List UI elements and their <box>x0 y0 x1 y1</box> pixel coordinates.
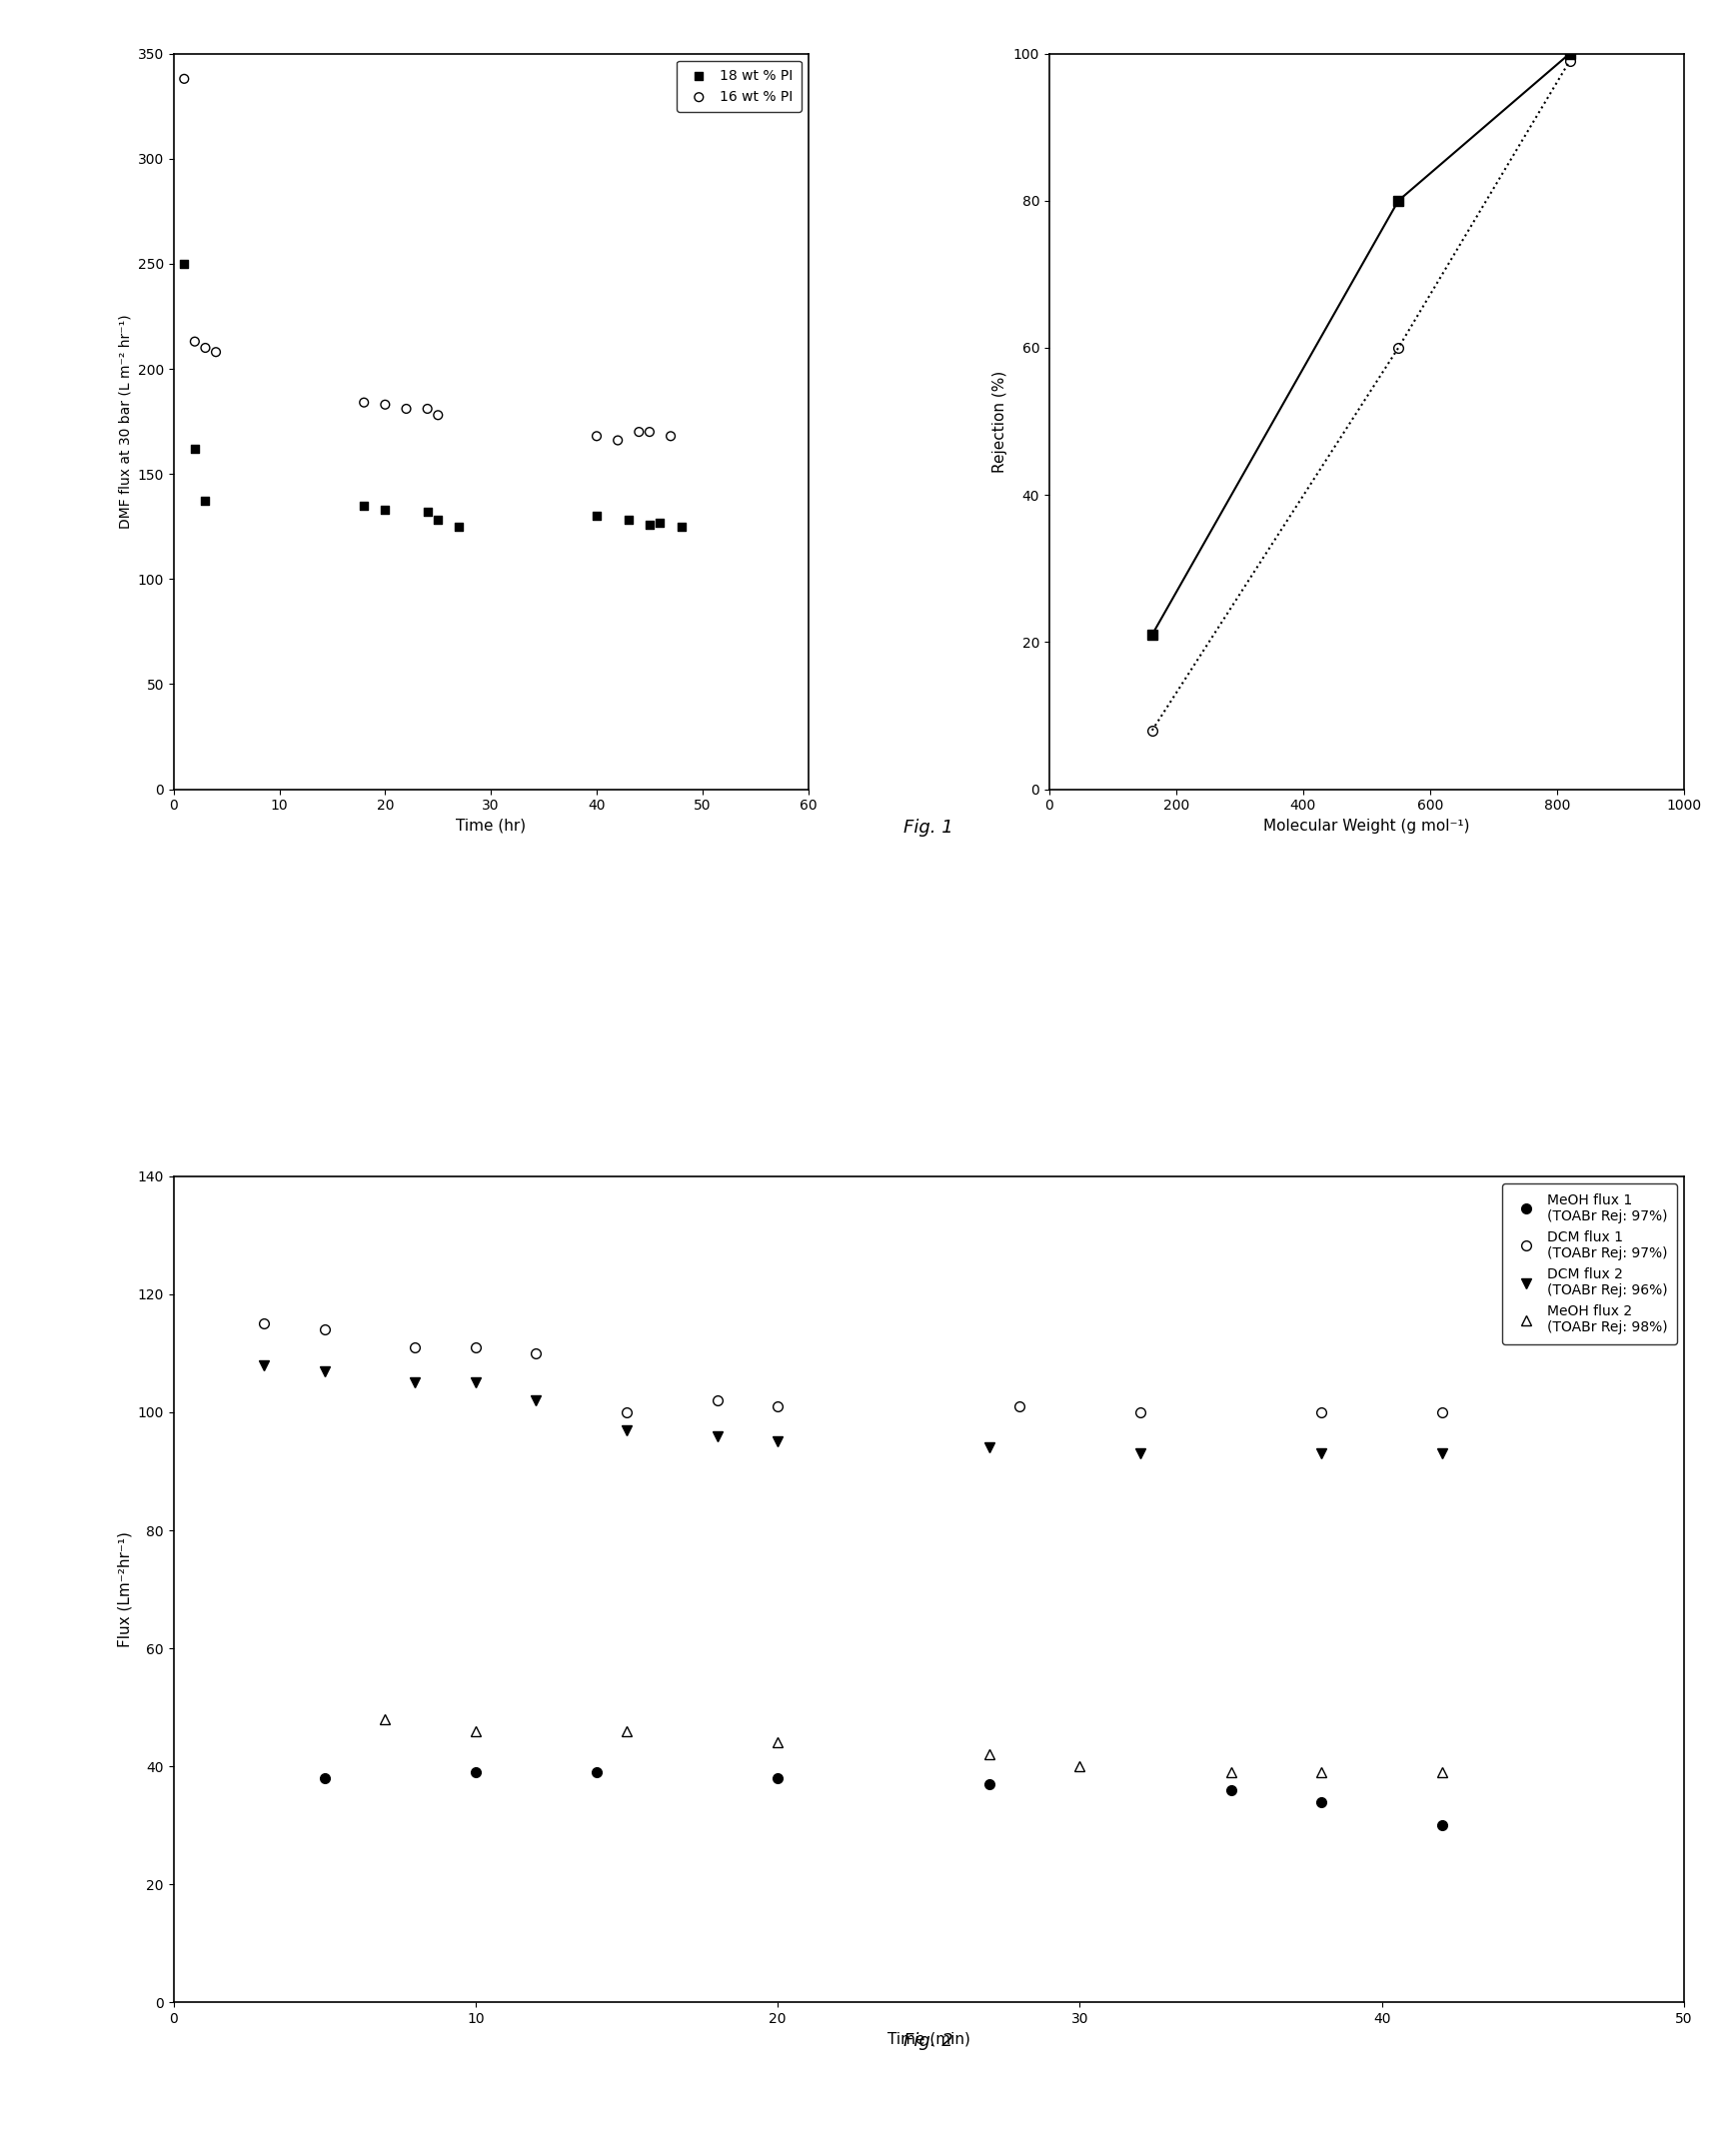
DCM flux 1
(TOABr Rej: 97%): (3, 115): 97%): (3, 115) <box>253 1310 274 1336</box>
DCM flux 1
(TOABr Rej: 97%): (8, 111): 97%): (8, 111) <box>404 1334 425 1359</box>
MeOH flux 2
(TOABr Rej: 98%): (35, 39): 98%): (35, 39) <box>1220 1760 1241 1786</box>
18 wt % PI <box>583 500 611 534</box>
DCM flux 2
(TOABr Rej: 96%): (12, 102): 96%): (12, 102) <box>526 1387 547 1413</box>
MeOH flux 1
(TOABr Rej: 97%): (35, 36): 97%): (35, 36) <box>1220 1777 1241 1803</box>
Text: Fig. 2: Fig. 2 <box>904 2033 953 2050</box>
MeOH flux 1
(TOABr Rej: 97%): (38, 34): 97%): (38, 34) <box>1311 1788 1332 1814</box>
DCM flux 1
(TOABr Rej: 97%): (15, 100): 97%): (15, 100) <box>616 1400 637 1426</box>
18 wt % PI <box>444 510 472 545</box>
DCM flux 2
(TOABr Rej: 96%): (5, 107): 96%): (5, 107) <box>314 1357 335 1383</box>
16 wt % PI <box>583 418 611 452</box>
DCM flux 1
(TOABr Rej: 97%): (10, 111): 97%): (10, 111) <box>465 1334 486 1359</box>
Legend: 18 wt % PI, 16 wt % PI: 18 wt % PI, 16 wt % PI <box>677 60 802 111</box>
16 wt % PI <box>635 414 663 448</box>
18 wt % PI <box>635 508 663 542</box>
18 wt % PI <box>424 504 451 538</box>
16 wt % PI <box>656 418 684 452</box>
DCM flux 1
(TOABr Rej: 97%): (38, 100): 97%): (38, 100) <box>1311 1400 1332 1426</box>
MeOH flux 2
(TOABr Rej: 98%): (42, 39): 98%): (42, 39) <box>1432 1760 1453 1786</box>
Line: DCM flux 2
(TOABr Rej: 96%): DCM flux 2 (TOABr Rej: 96%) <box>259 1359 1448 1458</box>
MeOH flux 1
(TOABr Rej: 97%): (20, 38): 97%): (20, 38) <box>767 1765 788 1790</box>
MeOH flux 2
(TOABr Rej: 98%): (15, 46): 98%): (15, 46) <box>616 1717 637 1743</box>
MeOH flux 1
(TOABr Rej: 97%): (10, 39): 97%): (10, 39) <box>465 1760 486 1786</box>
MeOH flux 2
(TOABr Rej: 98%): (7, 48): 98%): (7, 48) <box>375 1707 396 1732</box>
16 wt % PI <box>392 392 420 427</box>
DCM flux 2
(TOABr Rej: 96%): (38, 93): 96%): (38, 93) <box>1311 1441 1332 1466</box>
18 wt % PI <box>191 485 219 519</box>
DCM flux 1
(TOABr Rej: 97%): (28, 101): 97%): (28, 101) <box>1009 1394 1029 1419</box>
X-axis label: Molecular Weight (g mol⁻¹): Molecular Weight (g mol⁻¹) <box>1264 819 1470 834</box>
DCM flux 2
(TOABr Rej: 96%): (3, 108): 96%): (3, 108) <box>253 1353 274 1379</box>
18 wt % PI <box>181 431 208 465</box>
X-axis label: Time (min): Time (min) <box>887 2033 970 2048</box>
DCM flux 2
(TOABr Rej: 96%): (8, 105): 96%): (8, 105) <box>404 1370 425 1396</box>
MeOH flux 2
(TOABr Rej: 98%): (10, 46): 98%): (10, 46) <box>465 1717 486 1743</box>
X-axis label: Time (hr): Time (hr) <box>457 819 526 834</box>
18 wt % PI <box>351 489 378 523</box>
MeOH flux 2
(TOABr Rej: 98%): (20, 44): 98%): (20, 44) <box>767 1730 788 1756</box>
DCM flux 2
(TOABr Rej: 96%): (15, 97): 96%): (15, 97) <box>616 1417 637 1443</box>
Line: MeOH flux 1
(TOABr Rej: 97%): MeOH flux 1 (TOABr Rej: 97%) <box>319 1767 1448 1831</box>
DCM flux 2
(TOABr Rej: 96%): (10, 105): 96%): (10, 105) <box>465 1370 486 1396</box>
Y-axis label: Rejection (%): Rejection (%) <box>993 371 1007 472</box>
MeOH flux 2
(TOABr Rej: 98%): (38, 39): 98%): (38, 39) <box>1311 1760 1332 1786</box>
DCM flux 1
(TOABr Rej: 97%): (32, 100): 97%): (32, 100) <box>1130 1400 1151 1426</box>
Line: MeOH flux 2
(TOABr Rej: 98%): MeOH flux 2 (TOABr Rej: 98%) <box>380 1715 1448 1777</box>
16 wt % PI <box>604 422 632 457</box>
16 wt % PI <box>413 392 441 427</box>
Legend: MeOH flux 1
(TOABr Rej: 97%), DCM flux 1
(TOABr Rej: 97%), DCM flux 2
(TOABr Rej: MeOH flux 1 (TOABr Rej: 97%), DCM flux 1… <box>1502 1183 1677 1344</box>
MeOH flux 1
(TOABr Rej: 97%): (5, 38): 97%): (5, 38) <box>314 1765 335 1790</box>
DCM flux 1
(TOABr Rej: 97%): (18, 102): 97%): (18, 102) <box>707 1387 727 1413</box>
18 wt % PI <box>170 247 198 281</box>
18 wt % PI <box>615 504 642 538</box>
Line: DCM flux 1
(TOABr Rej: 97%): DCM flux 1 (TOABr Rej: 97%) <box>259 1319 1448 1417</box>
MeOH flux 1
(TOABr Rej: 97%): (27, 37): 97%): (27, 37) <box>979 1771 1000 1797</box>
Y-axis label: Flux (Lm⁻²hr⁻¹): Flux (Lm⁻²hr⁻¹) <box>116 1531 132 1647</box>
Text: Fig. 1: Fig. 1 <box>904 819 953 836</box>
16 wt % PI <box>351 386 378 420</box>
MeOH flux 2
(TOABr Rej: 98%): (27, 42): 98%): (27, 42) <box>979 1741 1000 1767</box>
DCM flux 2
(TOABr Rej: 96%): (42, 93): 96%): (42, 93) <box>1432 1441 1453 1466</box>
18 wt % PI <box>646 506 674 540</box>
16 wt % PI <box>424 399 451 433</box>
DCM flux 2
(TOABr Rej: 96%): (20, 95): 96%): (20, 95) <box>767 1428 788 1454</box>
DCM flux 1
(TOABr Rej: 97%): (20, 101): 97%): (20, 101) <box>767 1394 788 1419</box>
18 wt % PI <box>413 495 441 530</box>
Y-axis label: DMF flux at 30 bar (L m⁻² hr⁻¹): DMF flux at 30 bar (L m⁻² hr⁻¹) <box>118 315 132 530</box>
DCM flux 2
(TOABr Rej: 96%): (32, 93): 96%): (32, 93) <box>1130 1441 1151 1466</box>
16 wt % PI <box>181 324 208 358</box>
MeOH flux 1
(TOABr Rej: 97%): (14, 39): 97%): (14, 39) <box>587 1760 608 1786</box>
MeOH flux 1
(TOABr Rej: 97%): (42, 30): 97%): (42, 30) <box>1432 1812 1453 1837</box>
18 wt % PI <box>667 510 694 545</box>
16 wt % PI <box>372 388 399 422</box>
16 wt % PI <box>201 334 229 369</box>
MeOH flux 2
(TOABr Rej: 98%): (30, 40): 98%): (30, 40) <box>1069 1754 1090 1780</box>
DCM flux 2
(TOABr Rej: 96%): (27, 94): 96%): (27, 94) <box>979 1434 1000 1460</box>
DCM flux 2
(TOABr Rej: 96%): (18, 96): 96%): (18, 96) <box>707 1424 727 1449</box>
DCM flux 1
(TOABr Rej: 97%): (5, 114): 97%): (5, 114) <box>314 1316 335 1342</box>
18 wt % PI <box>372 493 399 527</box>
16 wt % PI <box>625 414 653 448</box>
16 wt % PI <box>170 62 198 96</box>
16 wt % PI <box>191 330 219 364</box>
DCM flux 1
(TOABr Rej: 97%): (12, 110): 97%): (12, 110) <box>526 1340 547 1366</box>
DCM flux 1
(TOABr Rej: 97%): (42, 100): 97%): (42, 100) <box>1432 1400 1453 1426</box>
